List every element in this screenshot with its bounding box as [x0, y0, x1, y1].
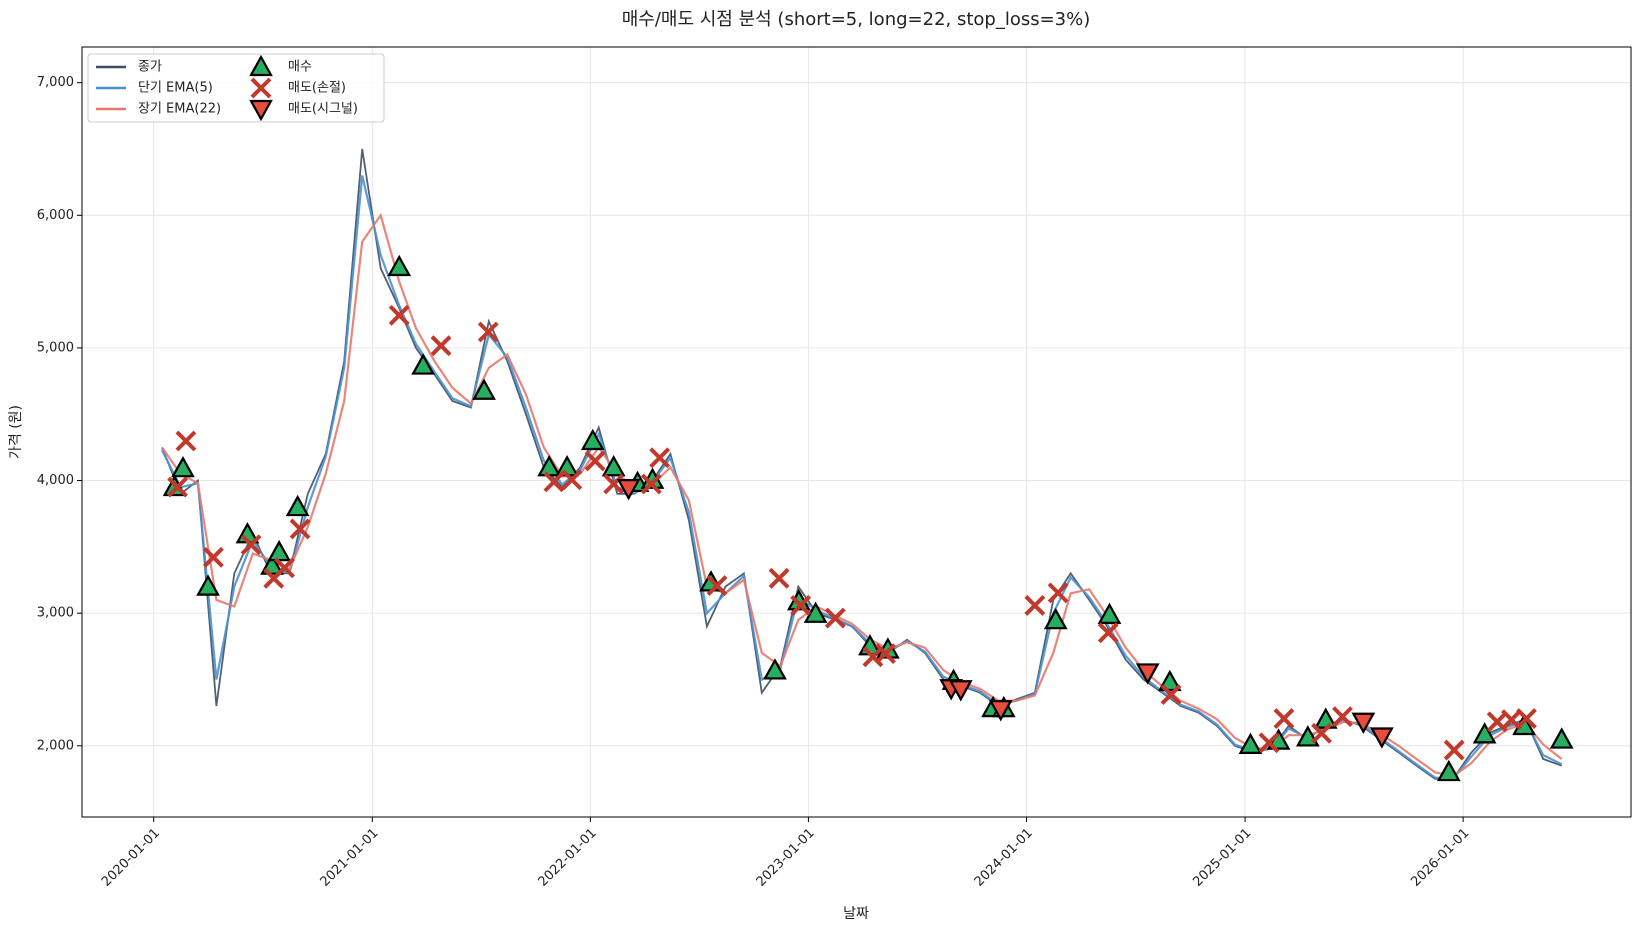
stop-loss-marker — [603, 473, 625, 495]
x-axis-label: 날짜 — [843, 906, 869, 922]
stop-loss-marker — [1024, 595, 1046, 616]
sell-signal-marker — [1135, 663, 1160, 685]
buy-marker — [1549, 727, 1574, 749]
buy-marker — [411, 353, 435, 375]
buy-marker — [763, 658, 787, 680]
buy-marker — [1238, 732, 1263, 754]
stop-loss-marker — [1516, 708, 1537, 730]
stop-loss-marker — [430, 335, 452, 357]
legend-box — [87, 53, 385, 123]
buy-marker — [1043, 607, 1068, 630]
y-tick-label: 4,000 — [37, 473, 74, 488]
y-tick-label: 6,000 — [37, 208, 74, 223]
stop-loss-marker — [649, 447, 671, 469]
stop-loss-marker — [1443, 739, 1465, 761]
buy-marker — [171, 455, 195, 478]
stop-loss-marker — [203, 546, 224, 568]
buy-marker — [472, 378, 496, 400]
stop-loss-marker — [167, 476, 188, 498]
buy-marker — [1313, 707, 1338, 729]
legend-label: 단기 EMA(5) — [138, 81, 213, 96]
stop-loss-marker — [240, 534, 262, 556]
stop-loss-marker — [824, 607, 846, 629]
buy-marker — [267, 539, 292, 562]
sell-signal-marker — [1370, 727, 1394, 749]
stop-loss-marker — [477, 321, 499, 343]
sell-signal-marker — [988, 700, 1013, 722]
x-tick-label: 2021-01-01 — [318, 826, 382, 890]
buy-marker — [1436, 759, 1461, 782]
x-tick-label: 2022-01-01 — [536, 826, 600, 890]
stop-loss-marker — [640, 473, 662, 495]
x-tick-label: 2026-01-01 — [1408, 826, 1472, 890]
stop-loss-marker — [1097, 622, 1119, 644]
y-axis-label: 가격 (원) — [8, 405, 24, 459]
buy-marker — [1097, 602, 1122, 624]
sell-signal-marker — [249, 99, 273, 122]
stop-loss-marker — [289, 518, 311, 540]
x-tick-label: 2020-01-01 — [99, 826, 163, 890]
x-tick-label: 2025-01-01 — [1190, 826, 1254, 890]
chart-title: 매수/매도 시점 분석 (short=5, long=22, stop_loss… — [622, 9, 1091, 30]
stop-loss-marker — [875, 643, 896, 665]
stop-loss-marker — [1047, 582, 1069, 604]
stop-loss-marker — [250, 77, 272, 99]
legend-label: 장기 EMA(22) — [138, 102, 221, 117]
buy-marker — [580, 428, 605, 451]
buy-marker — [387, 254, 412, 277]
stop-loss-marker — [561, 469, 583, 491]
buy-marker — [1472, 722, 1497, 744]
stop-loss-marker — [768, 567, 790, 589]
sell-signal-marker — [1351, 712, 1376, 735]
sell-signal-marker — [616, 478, 641, 501]
stop-loss-marker — [1258, 732, 1280, 754]
stop-loss-marker — [584, 450, 606, 472]
stop-loss-marker — [1160, 684, 1182, 706]
y-tick-label: 7,000 — [37, 75, 74, 90]
buy-marker — [601, 455, 626, 477]
buy-marker — [285, 494, 310, 517]
plot-frame — [81, 46, 1632, 818]
x-tick-label: 2023-01-01 — [754, 826, 818, 890]
y-tick-label: 5,000 — [37, 340, 74, 355]
buy-marker — [1157, 669, 1182, 692]
sell-signal-marker — [948, 680, 973, 702]
stop-loss-marker — [175, 430, 197, 452]
stop-loss-marker — [1273, 708, 1295, 730]
legend-label: 매도(시그널) — [288, 102, 358, 117]
legend-label: 종가 — [138, 60, 162, 75]
x-tick-label: 2024-01-01 — [972, 826, 1036, 890]
buy-marker — [196, 574, 220, 596]
legend-label: 매수 — [288, 60, 312, 75]
stop-loss-marker — [274, 557, 295, 579]
stop-loss-marker — [388, 304, 410, 326]
y-tick-label: 2,000 — [37, 738, 74, 753]
legend-label: 매도(손절) — [288, 81, 346, 96]
stop-loss-marker — [1311, 722, 1332, 744]
stop-loss-marker — [1332, 706, 1353, 728]
stop-loss-marker — [706, 575, 728, 596]
stop-loss-marker — [543, 471, 565, 493]
y-tick-label: 3,000 — [37, 606, 74, 621]
buy-marker — [249, 54, 273, 77]
stop-loss-marker — [790, 595, 812, 616]
